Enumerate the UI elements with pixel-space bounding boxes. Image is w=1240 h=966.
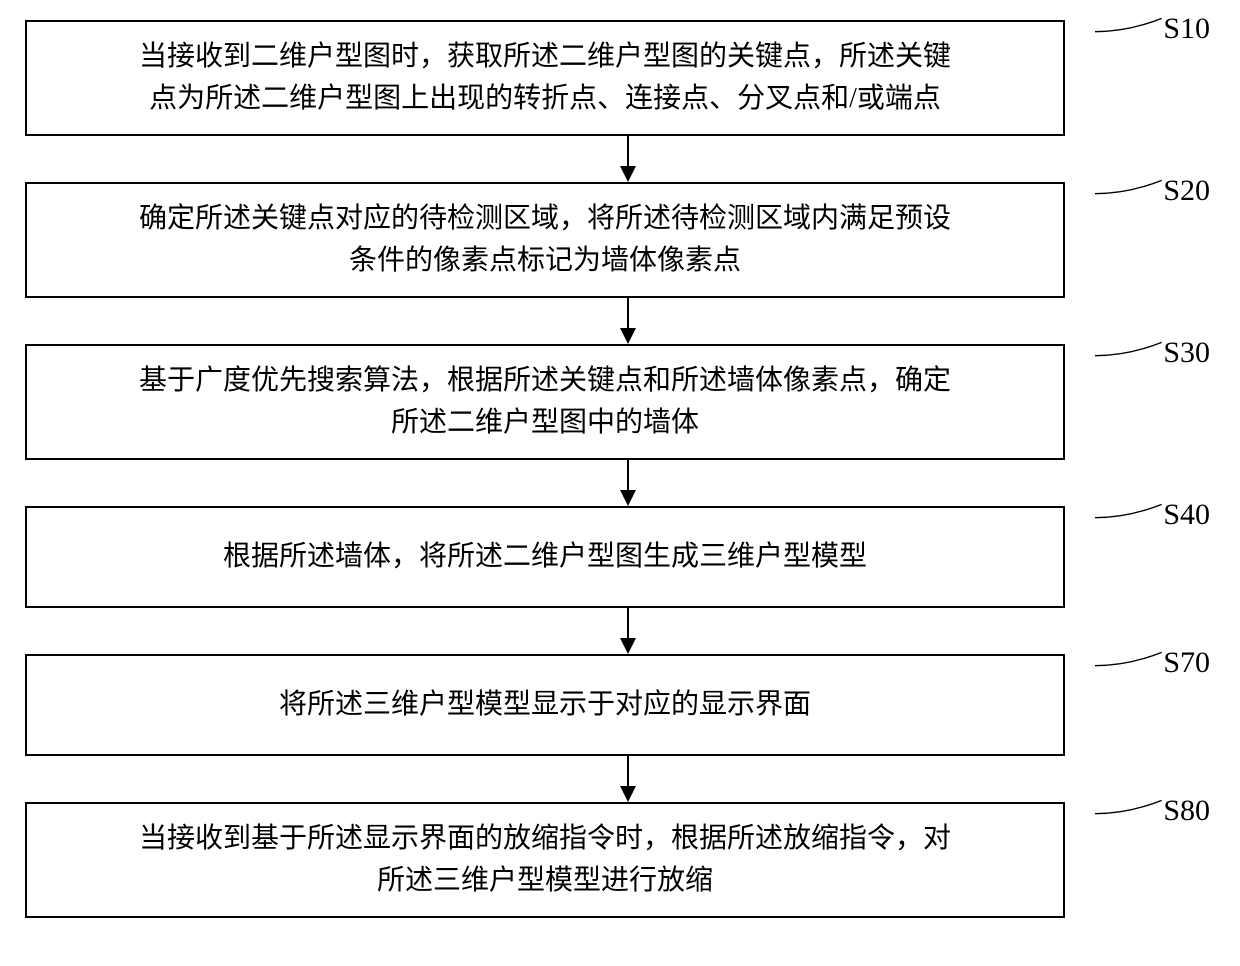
step-box-s40: 根据所述墙体，将所述二维户型图生成三维户型模型: [25, 506, 1065, 608]
step-label-s40: S40: [1163, 498, 1210, 532]
step-box-s20: 确定所述关键点对应的待检测区域，将所述待检测区域内满足预设 条件的像素点标记为墙…: [25, 182, 1065, 298]
step-row-s20: 确定所述关键点对应的待检测区域，将所述待检测区域内满足预设 条件的像素点标记为墙…: [10, 182, 1230, 298]
arrow-connector: [108, 298, 1148, 344]
step-text-line: 点为所述二维户型图上出现的转折点、连接点、分叉点和/或端点: [47, 78, 1043, 120]
step-text-line: 当接收到二维户型图时，获取所述二维户型图的关键点，所述关键: [47, 36, 1043, 78]
step-row-s70: 将所述三维户型模型显示于对应的显示界面 S70: [10, 654, 1230, 756]
step-label-s10: S10: [1163, 12, 1210, 46]
step-box-s80: 当接收到基于所述显示界面的放缩指令时，根据所述放缩指令，对 所述三维户型模型进行…: [25, 802, 1065, 918]
step-text-line: 所述三维户型模型进行放缩: [47, 860, 1043, 902]
step-label-s70: S70: [1163, 646, 1210, 680]
step-row-s40: 根据所述墙体，将所述二维户型图生成三维户型模型 S40: [10, 506, 1230, 608]
arrow-connector: [108, 460, 1148, 506]
arrow-connector: [108, 136, 1148, 182]
step-row-s10: 当接收到二维户型图时，获取所述二维户型图的关键点，所述关键 点为所述二维户型图上…: [10, 20, 1230, 136]
arrow-connector: [108, 756, 1148, 802]
step-text-line: 所述二维户型图中的墙体: [47, 402, 1043, 444]
step-text-line: 将所述三维户型模型显示于对应的显示界面: [47, 684, 1043, 726]
step-label-s20: S20: [1163, 174, 1210, 208]
step-box-s30: 基于广度优先搜索算法，根据所述关键点和所述墙体像素点，确定 所述二维户型图中的墙…: [25, 344, 1065, 460]
step-box-s10: 当接收到二维户型图时，获取所述二维户型图的关键点，所述关键 点为所述二维户型图上…: [25, 20, 1065, 136]
step-label-s30: S30: [1163, 336, 1210, 370]
flowchart-container: 当接收到二维户型图时，获取所述二维户型图的关键点，所述关键 点为所述二维户型图上…: [10, 20, 1230, 918]
step-row-s30: 基于广度优先搜索算法，根据所述关键点和所述墙体像素点，确定 所述二维户型图中的墙…: [10, 344, 1230, 460]
step-row-s80: 当接收到基于所述显示界面的放缩指令时，根据所述放缩指令，对 所述三维户型模型进行…: [10, 802, 1230, 918]
step-text-line: 当接收到基于所述显示界面的放缩指令时，根据所述放缩指令，对: [47, 818, 1043, 860]
step-text-line: 根据所述墙体，将所述二维户型图生成三维户型模型: [47, 536, 1043, 578]
step-text-line: 基于广度优先搜索算法，根据所述关键点和所述墙体像素点，确定: [47, 360, 1043, 402]
step-text-line: 确定所述关键点对应的待检测区域，将所述待检测区域内满足预设: [47, 198, 1043, 240]
step-label-s80: S80: [1163, 794, 1210, 828]
step-text-line: 条件的像素点标记为墙体像素点: [47, 240, 1043, 282]
step-box-s70: 将所述三维户型模型显示于对应的显示界面: [25, 654, 1065, 756]
arrow-connector: [108, 608, 1148, 654]
